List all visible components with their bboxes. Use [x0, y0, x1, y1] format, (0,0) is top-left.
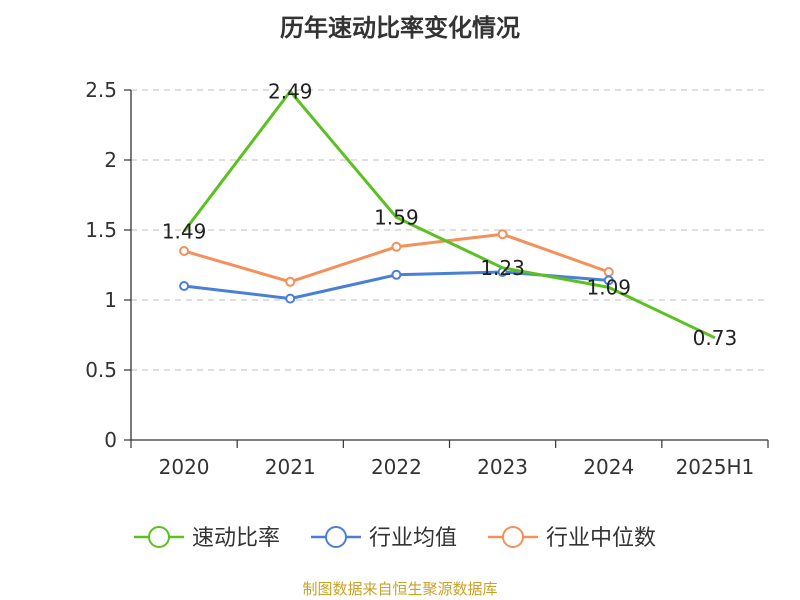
- label-layer: 1.49 2.49 1.59 1.23 1.09 0.73: [162, 79, 737, 349]
- data-label: 2.49: [268, 79, 313, 103]
- x-tick-label: 2024: [583, 455, 634, 479]
- series-point-2: [497, 229, 508, 240]
- series-point-1: [179, 281, 190, 291]
- y-tick-label: 1: [104, 288, 117, 312]
- legend-label-1: 行业均值: [369, 526, 457, 551]
- x-tick-label: 2025H1: [676, 455, 755, 479]
- axis-layer: 0 0.5 1 1.5 2 2.5 2020 2021 2022 2023 2024 2025H1: [85, 78, 769, 479]
- series-point-2: [285, 276, 296, 287]
- chart-title: 历年速动比率变化情况: [280, 14, 520, 42]
- x-tick-label: 2021: [265, 455, 316, 479]
- x-tick-label: 2020: [159, 455, 210, 479]
- legend: 速动比率 行业均值 行业中位数: [134, 526, 656, 551]
- data-label: 1.59: [374, 205, 419, 229]
- data-label: 1.23: [480, 256, 525, 280]
- source-note: 制图数据来自恒生聚源数据库: [302, 580, 498, 598]
- legend-marker-2: [502, 526, 524, 548]
- y-tick-label: 2: [104, 148, 117, 172]
- x-tick-label: 2022: [371, 455, 422, 479]
- y-tick-label: 1.5: [85, 218, 117, 242]
- series-point-1: [285, 293, 296, 304]
- y-tick-label: 2.5: [85, 78, 117, 102]
- legend-label-2: 行业中位数: [546, 526, 656, 551]
- data-label: 1.09: [586, 275, 631, 299]
- data-label: 0.73: [693, 326, 738, 350]
- series-line-0: [182, 89, 716, 340]
- y-tick-label: 0: [104, 428, 117, 452]
- series-layer: [179, 89, 716, 340]
- series-point-1: [603, 275, 614, 286]
- series-point-2: [179, 246, 190, 256]
- legend-marker-1: [325, 526, 347, 548]
- series-point-1: [391, 269, 402, 280]
- grid-layer: [131, 89, 768, 371]
- legend-label-0: 速动比率: [192, 526, 280, 551]
- y-tick-label: 0.5: [85, 358, 117, 382]
- data-label: 1.49: [162, 219, 207, 243]
- legend-marker-0: [148, 526, 170, 548]
- x-tick-label: 2023: [477, 455, 528, 479]
- series-point-2: [391, 241, 402, 252]
